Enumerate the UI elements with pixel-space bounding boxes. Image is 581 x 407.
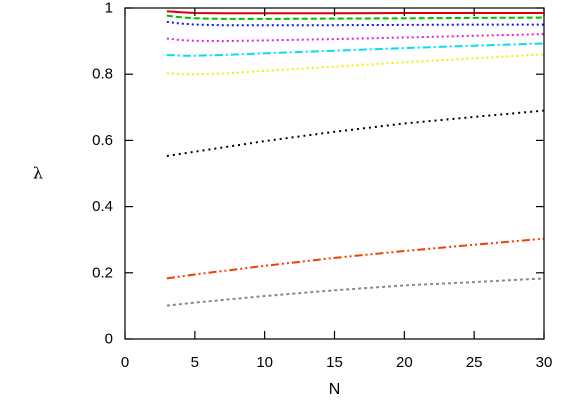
series-line-3 (166, 20, 544, 27)
y-tick-label: 0.8 (92, 66, 113, 83)
x-tick-label: 10 (256, 354, 273, 371)
tick-layer: 0 5 10 15 20 25 30 0 0.2 0.4 0.6 0.8 1 (92, 0, 552, 371)
series-line-7 (166, 109, 545, 157)
series-line-1 (166, 10, 544, 15)
y-tick-label: 0 (105, 331, 113, 348)
y-tick-label: 0.4 (92, 198, 113, 215)
x-tick-label: 30 (536, 354, 553, 371)
y-axis-label: λ (33, 164, 43, 183)
y-tick-label: 1 (105, 0, 113, 17)
x-tick-label: 15 (326, 354, 343, 371)
x-tick-label: 25 (466, 354, 483, 371)
y-tick-label: 0.2 (92, 264, 113, 281)
series-line-8 (166, 237, 545, 280)
y-tick-label: 0.6 (92, 132, 113, 149)
series-line-6 (166, 53, 545, 76)
series-line-2 (166, 14, 545, 20)
x-tick-label: 0 (121, 354, 129, 371)
series-line-9 (166, 277, 545, 307)
series-line-4 (166, 33, 545, 43)
series-layer (166, 10, 545, 307)
x-tick-label: 20 (396, 354, 413, 371)
x-axis-label: N (329, 381, 341, 398)
series-line-5 (166, 42, 545, 57)
x-tick-label: 5 (191, 354, 199, 371)
